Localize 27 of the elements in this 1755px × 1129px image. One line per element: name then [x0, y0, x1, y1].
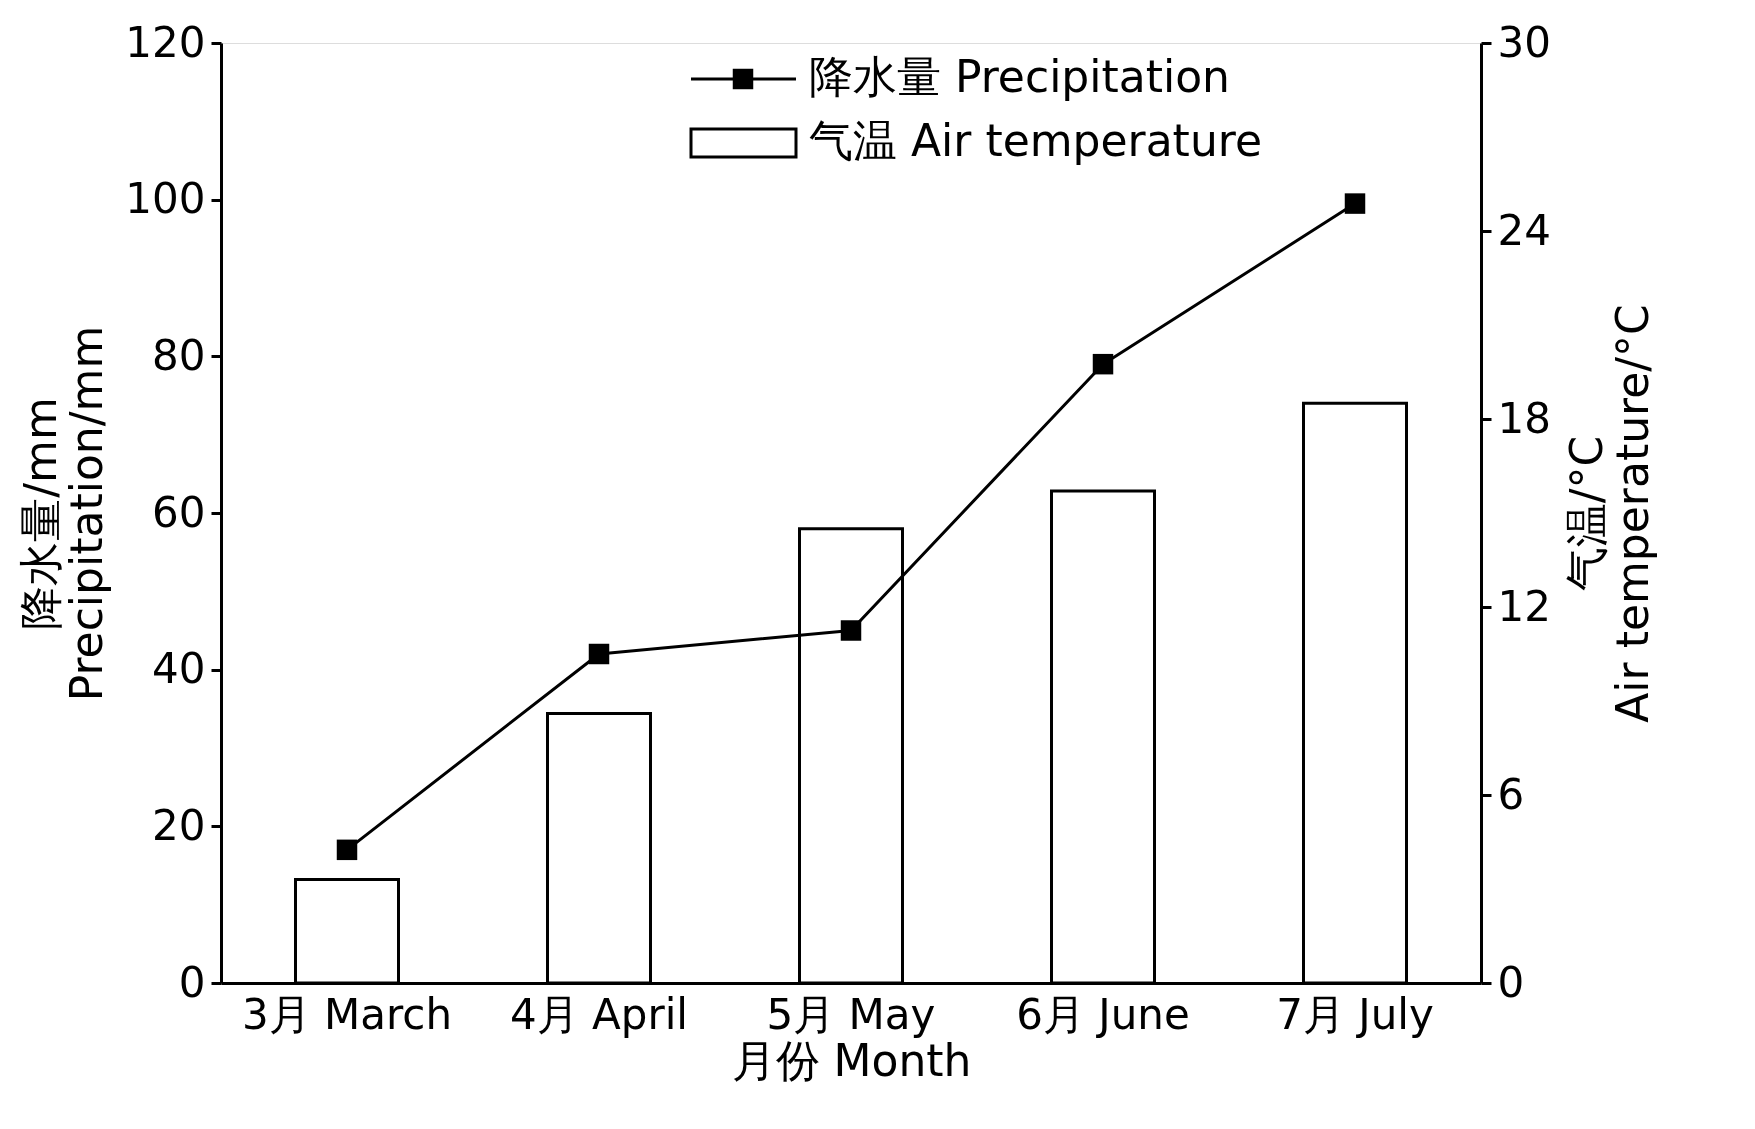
- y2-tick-label: 0: [1497, 957, 1525, 1007]
- y2-tick-label: 24: [1497, 205, 1551, 255]
- legend-label: 气温 Air temperature: [809, 115, 1262, 166]
- point: [840, 620, 862, 641]
- legend-label: 降水量 Precipitation: [809, 51, 1231, 102]
- y2-tick-label: 6: [1497, 769, 1525, 819]
- point: [1344, 193, 1366, 214]
- x-tick-label: 7月 July: [1276, 989, 1434, 1039]
- x-tick-label: 3月 March: [241, 989, 453, 1039]
- y2-tick-label: 18: [1497, 393, 1551, 443]
- point: [1092, 353, 1114, 375]
- y2-axis-title: 气温/°C Air temperature/°C: [1560, 304, 1658, 723]
- y-tick-label: 40: [152, 644, 206, 694]
- y-tick-label: 20: [152, 800, 206, 850]
- y-tick-label: 80: [152, 330, 206, 380]
- y2-tick-label: 30: [1497, 17, 1551, 67]
- y-tick-label: 120: [125, 17, 206, 67]
- x-tick-label: 4月 April: [509, 989, 689, 1039]
- y-tick-label: 60: [152, 487, 206, 537]
- point: [336, 839, 358, 861]
- x-tick-label: 6月 June: [1016, 989, 1190, 1039]
- y-tick-label: 0: [178, 957, 206, 1007]
- point: [588, 643, 610, 665]
- y2-tick-label: 12: [1497, 581, 1551, 631]
- y-tick-label: 100: [125, 174, 206, 224]
- y-axis-title: 降水量/mm Precipitation/mm: [15, 325, 113, 702]
- x-tick-label: 5月 May: [766, 989, 936, 1039]
